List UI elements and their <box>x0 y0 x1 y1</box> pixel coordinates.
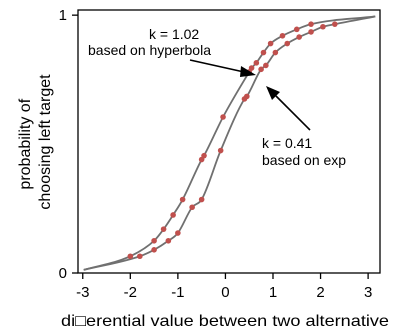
x-tick-label: -1 <box>171 284 184 301</box>
data-point <box>272 49 279 56</box>
data-point <box>137 253 143 260</box>
y-tick-label: 1 <box>59 7 67 24</box>
data-point <box>175 230 181 236</box>
data-point <box>332 21 338 27</box>
x-tick-label: 1 <box>269 284 277 301</box>
data-point <box>170 212 176 218</box>
x-tick-label: 3 <box>364 284 372 301</box>
data-point <box>160 226 167 232</box>
annotation-hyperbola-k: k = 1.02 <box>149 26 199 42</box>
data-point <box>267 40 274 47</box>
data-point <box>151 237 157 244</box>
data-point <box>198 196 205 203</box>
data-point <box>165 237 172 244</box>
annotation-hyperbola-arrowhead <box>240 66 256 77</box>
annotation-exp-k: k = 0.41 <box>262 135 312 151</box>
annotation-hyperbola-arrow <box>189 59 245 73</box>
data-point <box>253 60 260 66</box>
annotation-exp-arrowhead <box>266 86 280 100</box>
data-point <box>151 246 157 253</box>
annotation-exp-arrow <box>275 95 311 131</box>
data-point <box>284 40 291 47</box>
data-point <box>260 49 267 56</box>
y-axis: 01 <box>59 7 78 282</box>
data-point <box>308 21 314 27</box>
annotation-exp: k = 0.41 based on exp <box>262 86 346 168</box>
y-axis-label-line-2: choosing left target <box>37 74 54 210</box>
x-tick-label: -2 <box>124 284 137 301</box>
data-points <box>127 21 338 260</box>
data-point <box>263 62 269 69</box>
data-point <box>244 93 250 100</box>
y-axis-label: probability of choosing left target <box>17 74 54 210</box>
data-point <box>179 196 186 203</box>
data-point <box>320 23 326 30</box>
x-tick-label: 2 <box>316 284 324 301</box>
data-point <box>189 204 195 211</box>
annotation-exp-label: based on exp <box>262 152 346 168</box>
data-point <box>220 114 226 120</box>
annotation-hyperbola: k = 1.02 based on hyperbola <box>88 26 256 77</box>
data-point <box>248 65 255 71</box>
plot-frame <box>77 9 381 274</box>
data-point <box>127 253 134 260</box>
y-axis-label-line-1: probability of <box>17 98 34 189</box>
x-axis-label: di□erential value between two alternativ… <box>61 313 389 330</box>
data-point <box>217 147 224 154</box>
x-axis: -3 -2 -1 0 1 2 3 <box>76 273 372 301</box>
x-tick-label: 0 <box>221 284 229 301</box>
annotation-hyperbola-label: based on hyperbola <box>88 42 211 58</box>
data-point <box>201 152 207 159</box>
x-tick-label: -3 <box>76 284 89 301</box>
data-point <box>296 34 302 40</box>
data-point <box>293 26 300 33</box>
data-point <box>308 29 314 35</box>
y-tick-label: 0 <box>59 265 67 282</box>
data-point <box>258 66 264 73</box>
data-point <box>279 32 286 39</box>
